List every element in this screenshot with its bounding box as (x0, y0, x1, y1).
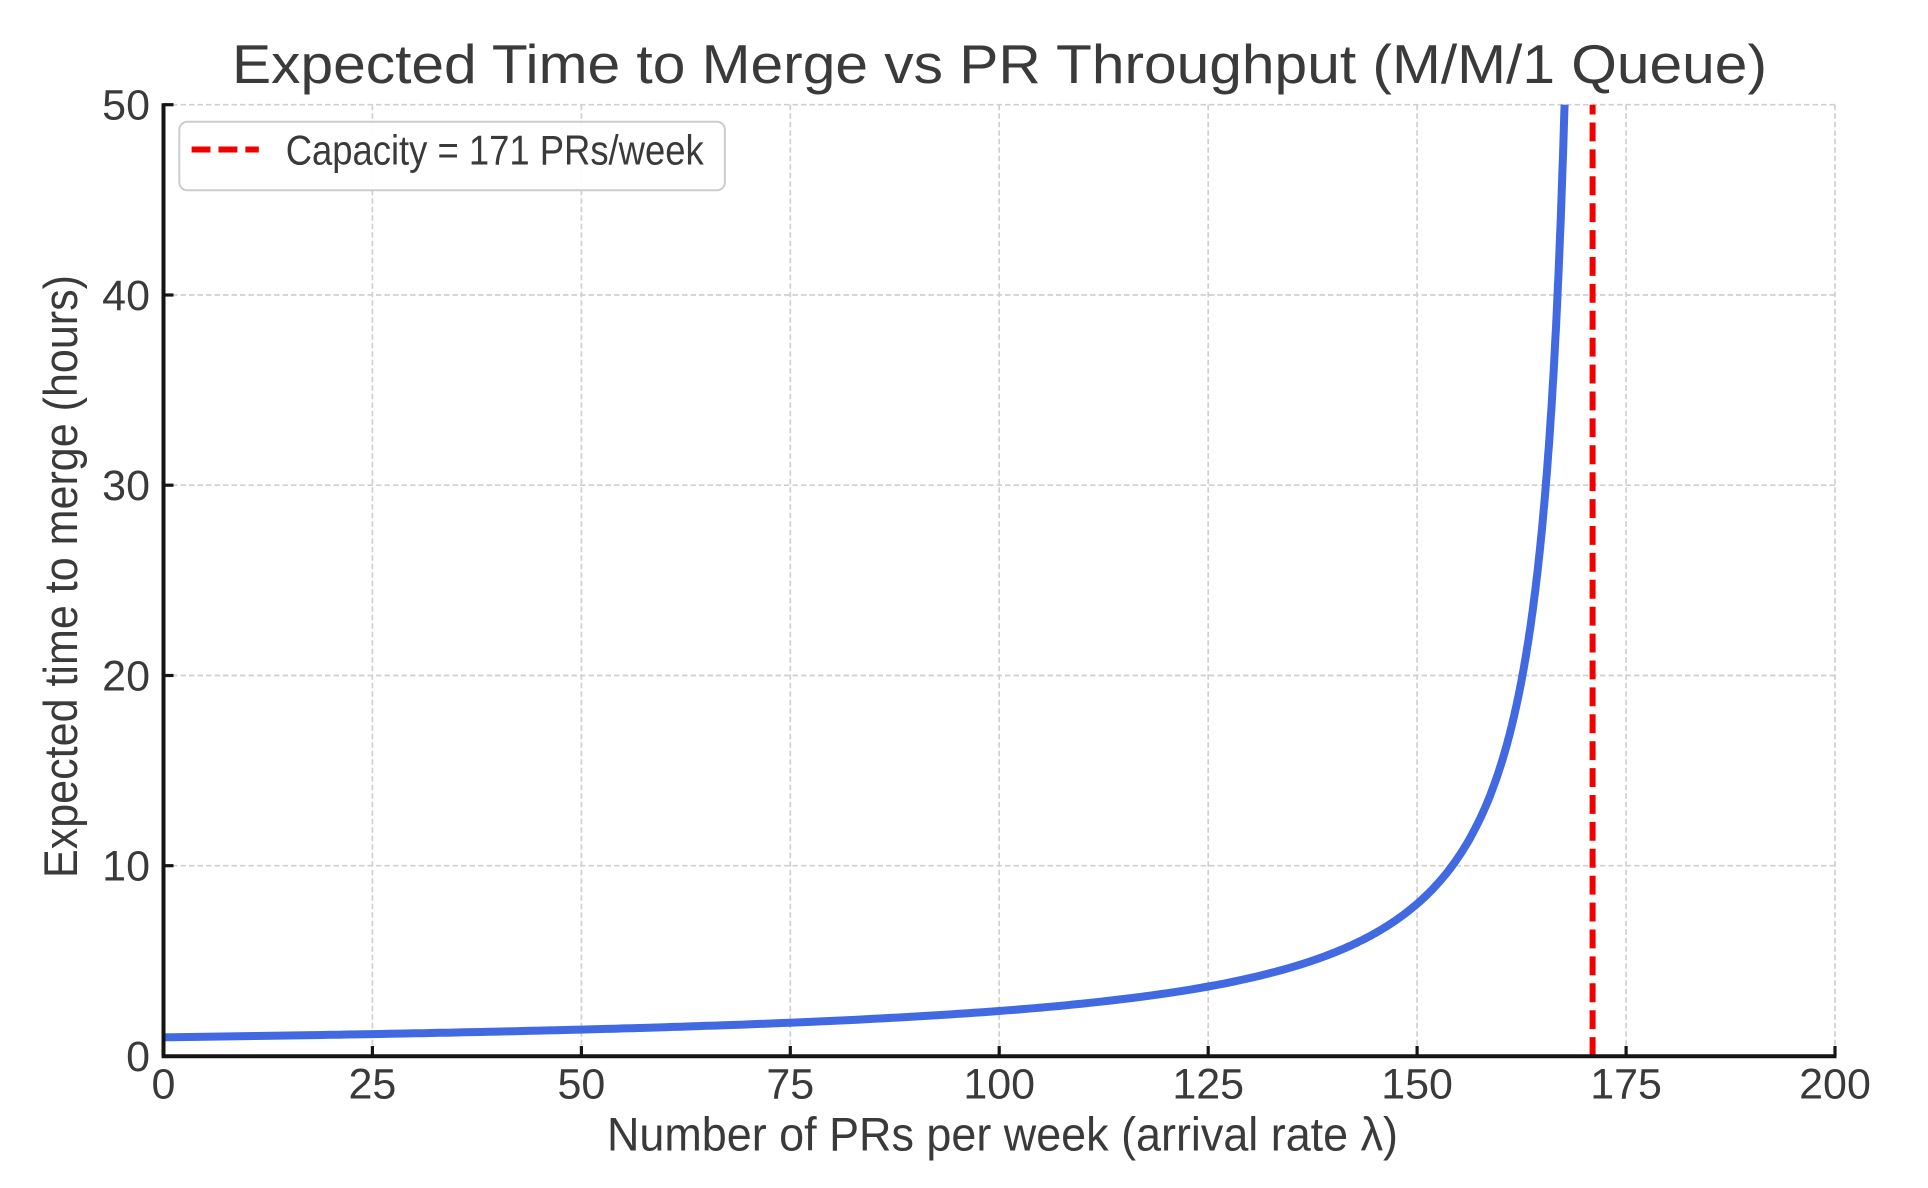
svg-text:50: 50 (102, 82, 150, 130)
svg-text:Expected Time to Merge vs PR T: Expected Time to Merge vs PR Throughput … (232, 33, 1767, 95)
svg-text:50: 50 (557, 1061, 605, 1109)
svg-text:100: 100 (963, 1061, 1035, 1109)
svg-text:Expected time to merge (hours): Expected time to merge (hours) (34, 275, 87, 878)
svg-text:10: 10 (102, 843, 150, 891)
svg-text:40: 40 (102, 272, 150, 320)
svg-text:0: 0 (126, 1033, 150, 1081)
svg-text:20: 20 (102, 652, 150, 700)
svg-text:30: 30 (102, 462, 150, 510)
svg-text:Number of PRs per week (arriva: Number of PRs per week (arrival rate λ) (607, 1107, 1398, 1160)
svg-text:175: 175 (1590, 1061, 1662, 1109)
svg-text:75: 75 (766, 1061, 814, 1109)
svg-text:25: 25 (348, 1061, 396, 1109)
svg-text:200: 200 (1799, 1061, 1871, 1109)
svg-text:125: 125 (1172, 1061, 1244, 1109)
svg-text:0: 0 (152, 1061, 176, 1109)
svg-text:Capacity = 171 PRs/week: Capacity = 171 PRs/week (286, 127, 705, 174)
svg-text:150: 150 (1381, 1061, 1453, 1109)
